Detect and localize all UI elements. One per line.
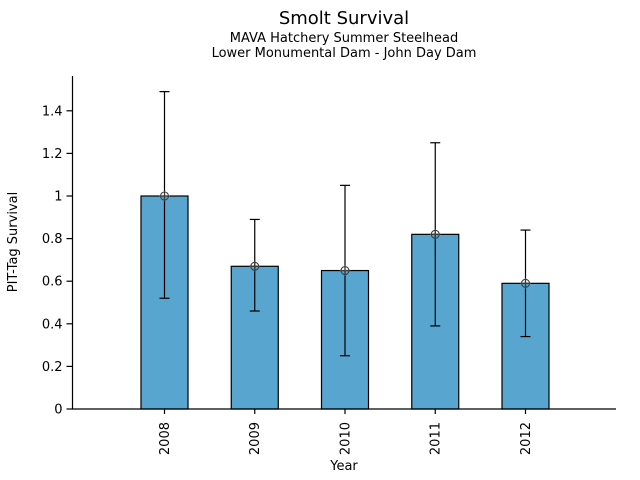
y-tick-label: 0.8 [42, 232, 63, 247]
y-tick-label: 1.4 [42, 104, 63, 119]
y-tick-label: 1 [54, 190, 62, 205]
y-tick-label: 0.2 [42, 360, 63, 375]
chart-subtitle-line1: MAVA Hatchery Summer Steelhead [229, 31, 459, 46]
y-tick-label: 0 [54, 403, 62, 418]
x-tick-label: 2012 [519, 422, 534, 455]
x-axis-label: Year [330, 459, 358, 474]
y-tick-label: 1.2 [42, 147, 63, 162]
x-tick-label: 2008 [158, 422, 173, 455]
x-tick-label: 2011 [429, 422, 444, 455]
y-tick-label: 0.4 [42, 317, 63, 332]
chart-title: Smolt Survival [278, 8, 410, 29]
y-tick-label: 0.6 [42, 275, 63, 290]
chart-subtitle-line2: Lower Monumental Dam - John Day Dam [211, 46, 477, 61]
x-tick-label: 2009 [248, 422, 263, 455]
x-tick-label: 2010 [338, 422, 353, 455]
